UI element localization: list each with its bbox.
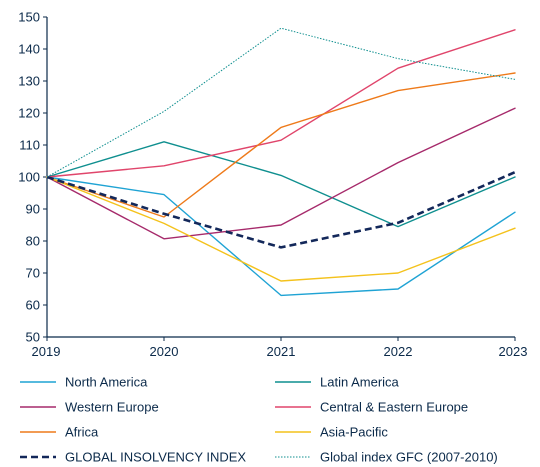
legend-item-central-eastern-europe: Central & Eastern Europe bbox=[275, 400, 468, 415]
y-tick-label: 80 bbox=[26, 234, 40, 249]
series-line-global-insolvency-index bbox=[46, 171, 516, 249]
series-line-asia-pacific bbox=[46, 176, 516, 282]
series-line-global-index-gfc-2007-2010 bbox=[46, 27, 516, 178]
series-line-latin-america bbox=[46, 141, 516, 228]
x-tick-label: 2022 bbox=[384, 344, 413, 359]
y-tick-label: 60 bbox=[26, 298, 40, 313]
series-line-central-eastern-europe bbox=[46, 29, 516, 178]
legend-label: GLOBAL INSOLVENCY INDEX bbox=[65, 450, 246, 465]
legend: North America Latin America Western Europe… bbox=[20, 375, 498, 465]
y-tick-label: 130 bbox=[18, 74, 40, 89]
y-tick-label: 120 bbox=[18, 106, 40, 121]
legend-label: Central & Eastern Europe bbox=[320, 400, 468, 415]
legend-label: Asia-Pacific bbox=[320, 425, 388, 440]
legend-item-north-america: North America bbox=[20, 375, 148, 390]
legend-label: Latin America bbox=[320, 375, 400, 390]
x-tick-label: 2019 bbox=[32, 344, 61, 359]
series-line-western-europe bbox=[46, 107, 516, 240]
legend-item-asia-pacific: Asia-Pacific bbox=[275, 425, 388, 440]
legend-item-global-insolvency-index: GLOBAL INSOLVENCY INDEX bbox=[20, 450, 246, 465]
legend-item-latin-america: Latin America bbox=[275, 375, 400, 390]
legend-item-global-index-gfc-2007-2010: Global index GFC (2007-2010) bbox=[275, 450, 498, 465]
series-line-africa bbox=[46, 72, 516, 218]
legend-label: Global index GFC (2007-2010) bbox=[320, 450, 498, 465]
x-tick-label: 2020 bbox=[150, 344, 179, 359]
legend-label: North America bbox=[65, 375, 148, 390]
series-line-north-america bbox=[46, 176, 516, 297]
x-tick-label: 2021 bbox=[267, 344, 296, 359]
y-tick-label: 70 bbox=[26, 266, 40, 281]
legend-label: Africa bbox=[65, 425, 99, 440]
axes: 50 60 70 80 90 100 110 120 130 140 150 2019 2020 2021… bbox=[18, 10, 527, 360]
x-tick-label: 2023 bbox=[499, 344, 528, 359]
series-lines bbox=[46, 27, 516, 297]
legend-label: Western Europe bbox=[65, 400, 159, 415]
y-tick-label: 50 bbox=[26, 330, 40, 345]
legend-item-africa: Africa bbox=[20, 425, 99, 440]
y-tick-label: 110 bbox=[19, 138, 40, 153]
y-tick-label: 90 bbox=[26, 202, 40, 217]
legend-item-western-europe: Western Europe bbox=[20, 400, 159, 415]
y-tick-label: 150 bbox=[18, 10, 40, 25]
y-tick-label: 100 bbox=[18, 170, 40, 185]
y-tick-label: 140 bbox=[18, 42, 40, 57]
